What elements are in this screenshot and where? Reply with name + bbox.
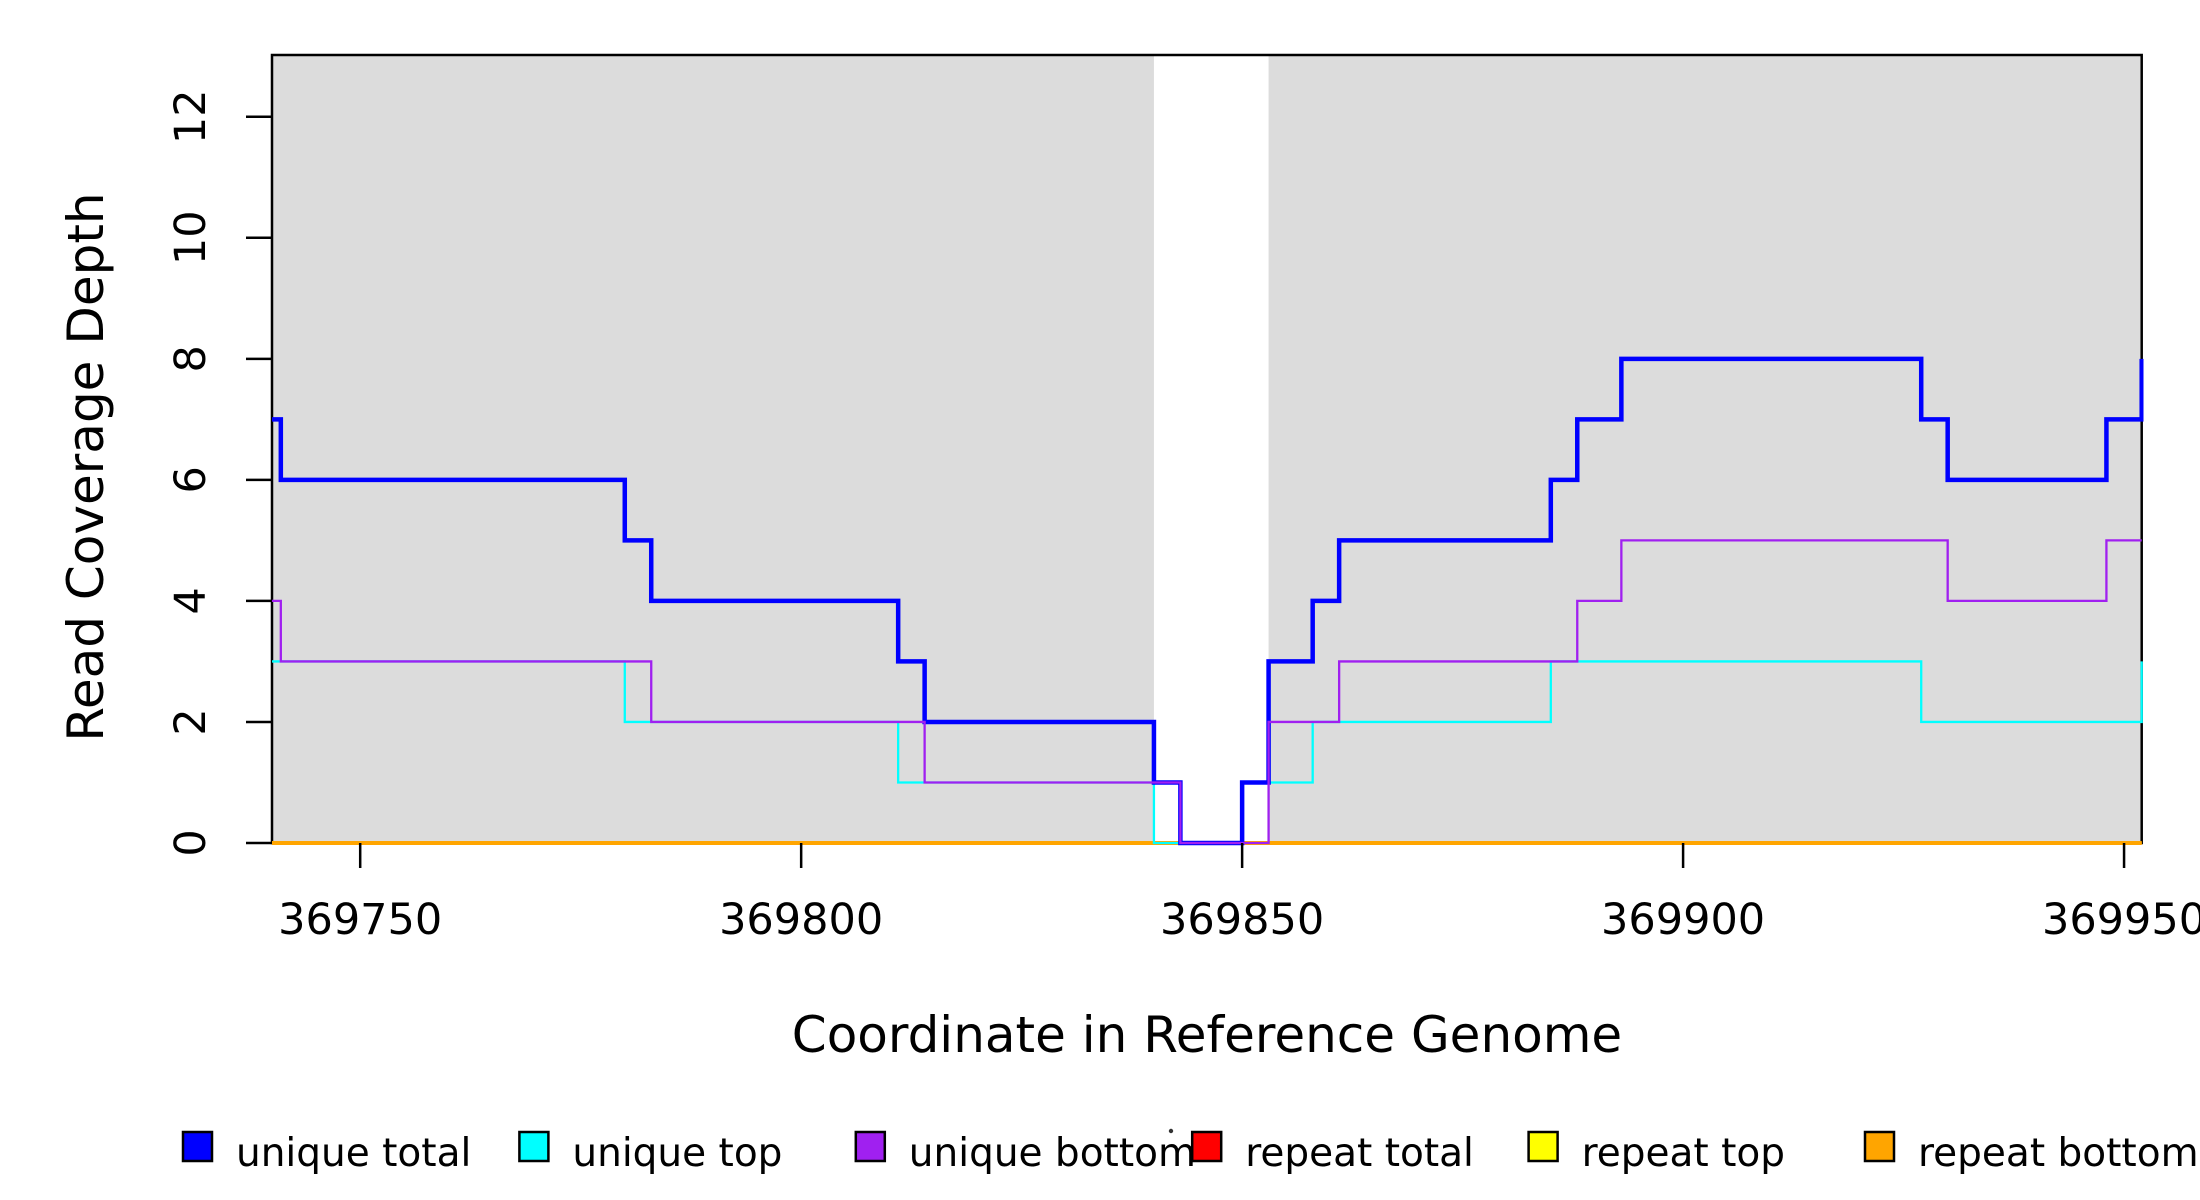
x-tick-label: 369750 xyxy=(278,895,442,945)
legend-label-unique-total: unique total xyxy=(236,1131,471,1176)
legend-label-repeat-total: repeat total xyxy=(1245,1131,1474,1176)
x-tick-label: 369850 xyxy=(1160,895,1324,945)
x-tick-label: 369900 xyxy=(1601,895,1765,945)
y-tick-label: 0 xyxy=(166,829,216,856)
y-tick-label: 4 xyxy=(166,587,216,614)
legend-label-unique-top: unique top xyxy=(572,1131,782,1176)
x-tick-label: 369950 xyxy=(2042,895,2200,945)
y-tick-label: 10 xyxy=(166,210,216,265)
legend-label-unique-bottom: unique bottom xyxy=(909,1131,1196,1176)
legend-swatch-repeat-total xyxy=(1190,1130,1223,1163)
legend-swatch-repeat-bottom xyxy=(1863,1130,1896,1163)
y-tick-label: 6 xyxy=(166,466,216,493)
series-unique-total xyxy=(272,356,2144,846)
legend-swatch-unique-top xyxy=(518,1130,550,1163)
y-axis-label: Read Coverage Depth xyxy=(57,192,115,741)
y-axis: 0 2 4 6 8 10 12 xyxy=(166,89,272,857)
legend: unique total unique top unique bottom repea… xyxy=(181,1130,2199,1176)
x-axis-label: Coordinate in Reference Genome xyxy=(792,1006,1622,1064)
legend-swatch-unique-bottom xyxy=(854,1130,887,1163)
shaded-region xyxy=(1268,55,2142,843)
x-tick-label: 369800 xyxy=(719,895,883,945)
shaded-regions xyxy=(272,55,2142,843)
stray-dot xyxy=(1168,1128,1174,1134)
series-unique-bottom xyxy=(272,539,2142,845)
legend-label-repeat-bottom: repeat bottom xyxy=(1918,1131,2199,1176)
legend-swatch-unique-total xyxy=(181,1130,214,1163)
legend-swatch-repeat-top xyxy=(1527,1130,1559,1163)
x-axis: 369750 369800 369850 369900 369950 xyxy=(278,843,2200,945)
legend-label-repeat-top: repeat top xyxy=(1582,1131,1785,1176)
y-tick-label: 8 xyxy=(166,345,216,372)
shaded-region xyxy=(272,55,1154,843)
y-tick-label: 12 xyxy=(166,89,216,144)
series-lines xyxy=(272,356,2144,846)
y-tick-label: 2 xyxy=(166,708,216,735)
